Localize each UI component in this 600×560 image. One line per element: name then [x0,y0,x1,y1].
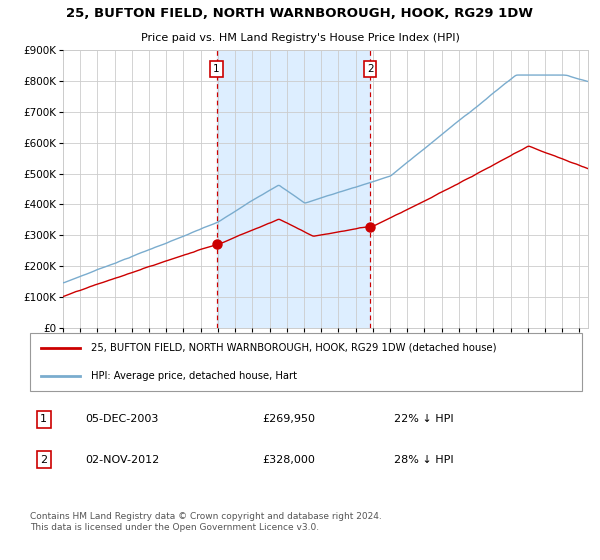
Text: 05-DEC-2003: 05-DEC-2003 [85,414,158,424]
Text: 2: 2 [367,64,373,74]
Text: £328,000: £328,000 [262,455,315,465]
Text: 2: 2 [40,455,47,465]
Text: 1: 1 [213,64,220,74]
FancyBboxPatch shape [30,333,582,391]
Text: 22% ↓ HPI: 22% ↓ HPI [394,414,454,424]
Text: Contains HM Land Registry data © Crown copyright and database right 2024.
This d: Contains HM Land Registry data © Crown c… [30,512,382,531]
Text: Price paid vs. HM Land Registry's House Price Index (HPI): Price paid vs. HM Land Registry's House … [140,34,460,43]
Text: 1: 1 [40,414,47,424]
Text: 25, BUFTON FIELD, NORTH WARNBOROUGH, HOOK, RG29 1DW (detached house): 25, BUFTON FIELD, NORTH WARNBOROUGH, HOO… [91,343,496,353]
Text: £269,950: £269,950 [262,414,315,424]
Text: HPI: Average price, detached house, Hart: HPI: Average price, detached house, Hart [91,371,297,381]
Text: 02-NOV-2012: 02-NOV-2012 [85,455,160,465]
Text: 28% ↓ HPI: 28% ↓ HPI [394,455,454,465]
Bar [217,50,370,328]
Text: 25, BUFTON FIELD, NORTH WARNBOROUGH, HOOK, RG29 1DW: 25, BUFTON FIELD, NORTH WARNBOROUGH, HOO… [67,7,533,20]
